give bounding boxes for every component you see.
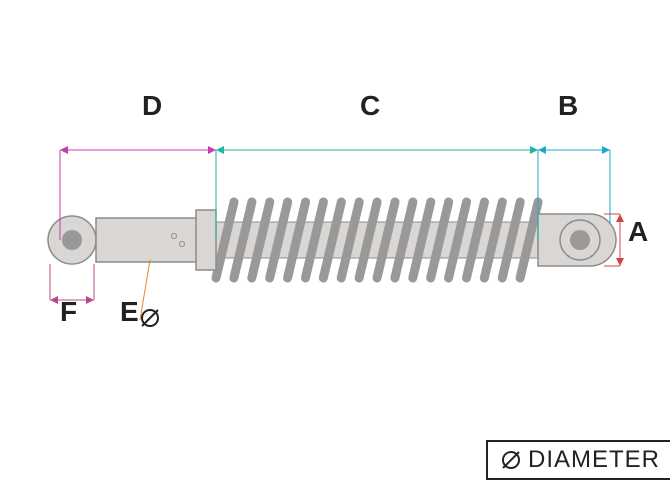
diameter-legend: DIAMETER bbox=[486, 440, 670, 480]
label-e: E bbox=[120, 296, 139, 328]
diameter-legend-text: DIAMETER bbox=[528, 446, 660, 474]
label-b: B bbox=[558, 90, 578, 122]
label-d: D bbox=[142, 90, 162, 122]
label-c: C bbox=[360, 90, 380, 122]
label-f: F bbox=[60, 296, 77, 328]
label-a: A bbox=[628, 216, 648, 248]
shock-absorber-diagram bbox=[0, 0, 670, 503]
diameter-symbol-icon bbox=[500, 449, 522, 471]
